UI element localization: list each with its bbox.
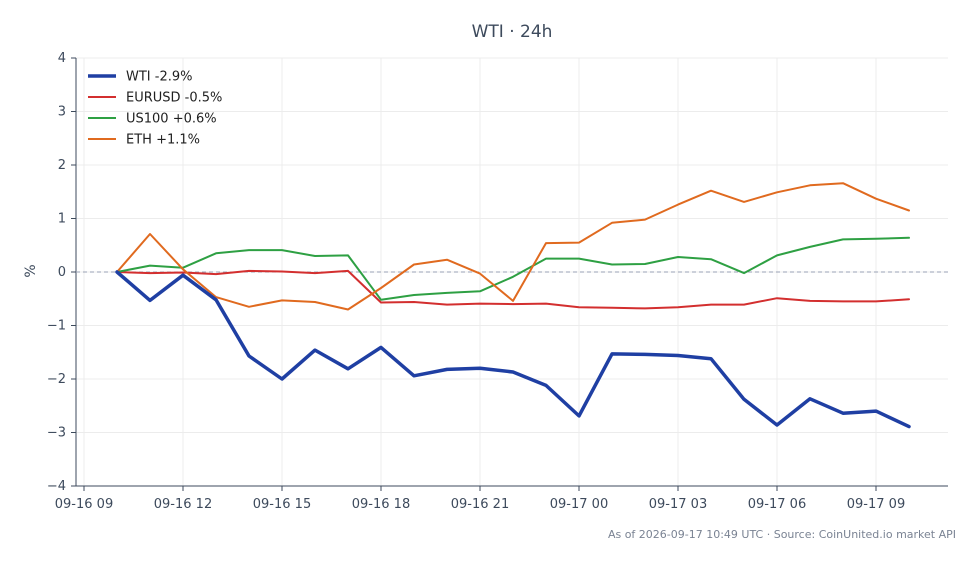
y-tick-label: 3: [58, 105, 66, 120]
y-tick-label: −4: [47, 479, 66, 494]
y-tick-label: 2: [58, 158, 66, 173]
x-tick-label: 09-16 15: [253, 497, 311, 512]
y-tick-label: −1: [47, 319, 66, 334]
y-tick-label: −2: [47, 372, 66, 387]
y-tick-label: −3: [47, 426, 66, 441]
x-tick-label: 09-17 00: [550, 497, 608, 512]
y-tick-label: 0: [58, 265, 66, 280]
legend-label: US100 +0.6%: [126, 112, 217, 127]
x-tick-label: 09-16 21: [451, 497, 509, 512]
series-line-eth: [116, 182, 910, 311]
legend: WTI -2.9% EURUSD -0.5% US100 +0.6% ETH +1.1…: [88, 70, 222, 148]
x-tick-label: 09-16 09: [55, 497, 113, 512]
y-tick-label: 1: [58, 212, 66, 227]
x-tick-label: 09-17 06: [748, 497, 806, 512]
series-line-us100: [116, 236, 910, 301]
x-tick-label: 09-16 18: [352, 497, 410, 512]
axes: 09-16 09 09-16 12 09-16 15 09-16 18 09-16 21…: [47, 51, 948, 512]
x-tick-label: 09-16 12: [154, 497, 212, 512]
legend-label: EURUSD -0.5%: [126, 91, 222, 106]
legend-label: ETH +1.1%: [126, 133, 200, 148]
series-line-eurusd: [116, 269, 910, 310]
legend-label: WTI -2.9%: [126, 70, 192, 85]
chart-title: WTI · 24h: [472, 22, 553, 42]
x-tick-label: 09-17 03: [649, 497, 707, 512]
x-tick-label: 09-17 09: [847, 497, 905, 512]
y-tick-label: 4: [58, 51, 66, 66]
series-line-wti: [115, 270, 911, 429]
footer-source: As of 2026-09-17 10:49 UTC · Source: Coi…: [608, 528, 956, 541]
y-axis-label: %: [23, 264, 39, 277]
series-lines: [115, 182, 911, 429]
